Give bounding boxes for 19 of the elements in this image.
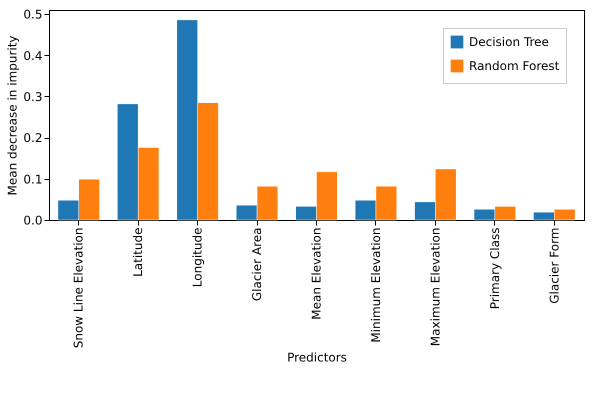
- y-tick-label: 0.5: [23, 8, 42, 22]
- legend-label: Random Forest: [469, 59, 560, 73]
- x-tick-label: Mean Elevation: [310, 228, 324, 320]
- x-tick-label: Latitude: [131, 228, 146, 277]
- x-tick-label: Glacier Area: [250, 228, 264, 302]
- y-tick-label: 0.4: [23, 48, 42, 63]
- x-tick-label: Snow Line Elevation: [72, 228, 86, 348]
- x-axis-title: Predictors: [287, 350, 347, 364]
- legend-label: Decision Tree: [469, 35, 549, 49]
- x-tick-label: Maximum Elevation: [428, 228, 442, 346]
- y-tick-label: 0.3: [23, 90, 42, 104]
- x-tick-label: Minimum Elevation: [368, 228, 383, 343]
- y-axis-title: Mean decrease in impurity: [5, 35, 20, 196]
- x-tick-label: Primary Class: [488, 228, 502, 310]
- x-tick-label: Longitude: [190, 228, 205, 288]
- y-tick-label: 0.1: [23, 172, 42, 186]
- y-tick-label: 0.0: [23, 214, 42, 228]
- y-tick-label: 0.2: [23, 131, 42, 146]
- x-tick-label: Glacier Form: [547, 228, 562, 304]
